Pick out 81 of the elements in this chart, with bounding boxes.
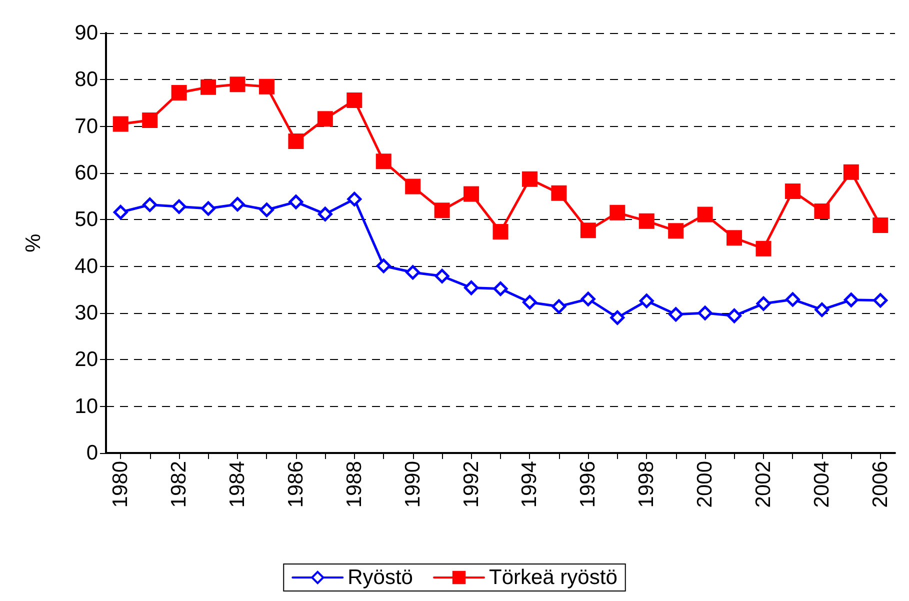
x-tick-label: 1994 [518, 460, 542, 508]
point [172, 199, 186, 214]
x-tick-label: 1982 [168, 461, 191, 508]
point [230, 76, 246, 92]
x-tick-label: 2006 [868, 461, 892, 508]
y-tick-label: 80 [74, 68, 98, 92]
point [610, 310, 625, 325]
point [610, 204, 626, 220]
y-tick-label: 70 [74, 114, 98, 138]
point [259, 202, 274, 218]
point [288, 134, 304, 150]
x-tick-label: 1998 [635, 461, 658, 508]
point [492, 224, 508, 240]
y-tick-label: 20 [74, 348, 98, 372]
point [113, 204, 128, 220]
point [785, 292, 800, 307]
y-tick-label: 10 [74, 394, 98, 418]
point [639, 294, 654, 308]
point [873, 293, 888, 308]
point [376, 258, 391, 274]
y-tick-label: 40 [74, 254, 98, 278]
y-tick-label: 90 [74, 22, 98, 44]
point [551, 185, 567, 201]
x-tick-label: 2004 [810, 460, 834, 508]
point [406, 265, 420, 280]
point [756, 296, 771, 311]
x-tick-label: 1986 [284, 461, 308, 508]
point [376, 154, 392, 170]
x-tick-label: 1980 [109, 461, 132, 508]
point [346, 92, 362, 108]
point [464, 186, 480, 202]
x-tick-label: 1996 [576, 461, 600, 508]
point [230, 197, 245, 212]
point [580, 222, 596, 238]
point [844, 292, 858, 308]
legend-label: Ryöstö [348, 566, 413, 589]
x-tick-label: 1992 [460, 461, 483, 508]
point [171, 84, 187, 100]
point [434, 202, 450, 218]
point [317, 111, 333, 127]
point [434, 268, 450, 284]
y-tick-label: 30 [74, 302, 98, 324]
x-tick-label: 1984 [226, 460, 249, 508]
point [347, 192, 362, 206]
point [843, 164, 859, 180]
x-tick-label: 2000 [694, 461, 717, 508]
point [288, 194, 304, 210]
point [784, 183, 800, 199]
point [522, 171, 538, 187]
point [142, 112, 158, 128]
point [258, 78, 274, 94]
point [580, 292, 596, 306]
point [756, 240, 772, 256]
point [552, 299, 566, 314]
point [698, 306, 712, 320]
y-tick-label: 60 [74, 162, 98, 184]
legend-label: Törkeä ryöstö [488, 566, 618, 589]
y-axis-title: % [22, 234, 45, 252]
point [727, 308, 742, 324]
point [726, 230, 742, 246]
point [493, 281, 508, 296]
point [112, 116, 128, 132]
point [668, 307, 684, 322]
point [872, 218, 888, 234]
point [668, 223, 684, 239]
y-tick-label: 50 [74, 208, 98, 232]
point [464, 280, 479, 296]
point [142, 197, 158, 212]
point [200, 79, 216, 95]
x-tick-label: 2002 [752, 461, 775, 508]
point [201, 201, 216, 216]
point [405, 178, 421, 194]
x-tick-label: 1988 [342, 461, 366, 508]
point [318, 206, 332, 222]
point [522, 295, 537, 310]
point [814, 204, 830, 220]
y-tick-label: 0 [86, 442, 98, 464]
x-tick-label: 1990 [401, 461, 424, 508]
point [697, 206, 713, 222]
point [814, 302, 830, 317]
point [638, 213, 654, 229]
